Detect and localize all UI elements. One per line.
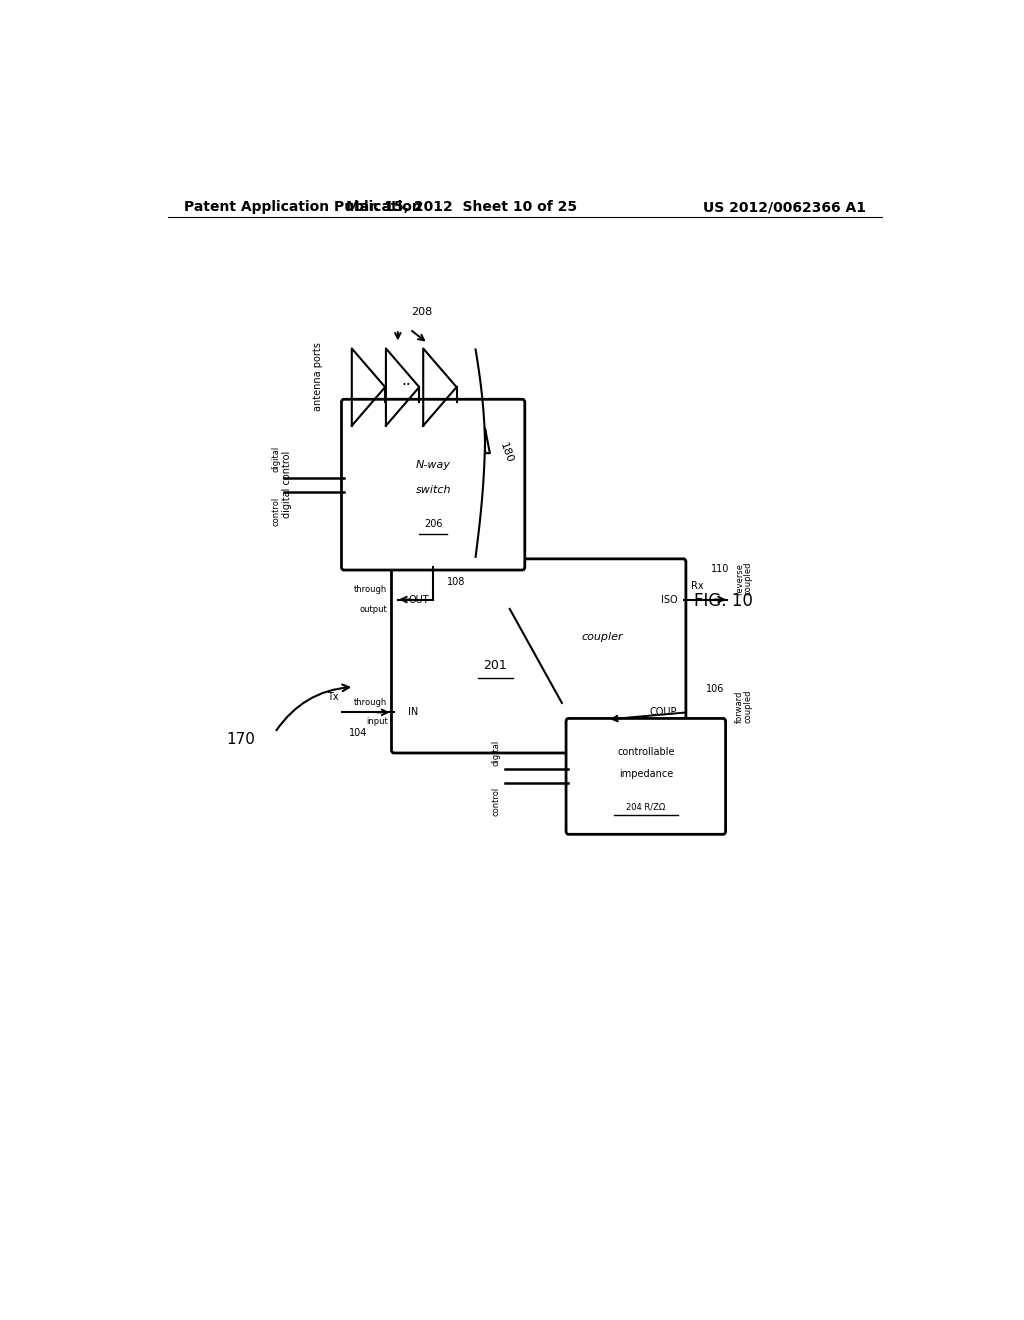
Text: 108: 108: [447, 577, 466, 587]
Text: 180: 180: [498, 441, 514, 465]
Text: FIG. 10: FIG. 10: [694, 591, 753, 610]
Text: 201: 201: [483, 659, 507, 672]
Text: control: control: [271, 496, 281, 527]
Text: 170: 170: [226, 733, 255, 747]
Text: OUT: OUT: [409, 594, 429, 605]
Text: impedance: impedance: [618, 770, 673, 779]
Text: through: through: [354, 698, 387, 708]
Text: input: input: [366, 718, 387, 726]
Text: 204 R/ZΩ: 204 R/ZΩ: [627, 803, 666, 812]
Text: output: output: [359, 605, 387, 614]
Text: Mar. 15, 2012  Sheet 10 of 25: Mar. 15, 2012 Sheet 10 of 25: [346, 201, 577, 214]
FancyBboxPatch shape: [566, 718, 726, 834]
Text: coupled: coupled: [743, 562, 752, 595]
Text: 110: 110: [712, 564, 730, 574]
Text: IN: IN: [409, 708, 419, 717]
Text: US 2012/0062366 A1: US 2012/0062366 A1: [703, 201, 866, 214]
Text: digital control: digital control: [282, 451, 292, 519]
Text: forward: forward: [735, 690, 744, 722]
Text: Tx: Tx: [327, 692, 338, 702]
Text: antenna ports: antenna ports: [313, 342, 324, 412]
Text: 206: 206: [424, 519, 442, 529]
Text: ··: ··: [400, 378, 411, 392]
Text: Rx: Rx: [691, 581, 705, 591]
Text: COUP: COUP: [649, 708, 677, 717]
Text: ISO: ISO: [660, 594, 677, 605]
Text: through: through: [354, 586, 387, 594]
Text: N-way: N-way: [416, 459, 451, 470]
Text: coupler: coupler: [582, 632, 624, 642]
FancyBboxPatch shape: [391, 558, 686, 752]
Text: digital: digital: [492, 741, 501, 766]
Text: 208: 208: [411, 308, 432, 317]
Text: controllable: controllable: [617, 747, 675, 758]
Text: coupled: coupled: [743, 689, 752, 722]
Text: digital: digital: [271, 446, 281, 473]
Text: 106: 106: [706, 684, 724, 694]
FancyBboxPatch shape: [341, 399, 524, 570]
Text: switch: switch: [416, 484, 451, 495]
Text: control: control: [492, 787, 501, 816]
Text: Patent Application Publication: Patent Application Publication: [183, 201, 421, 214]
Text: reverse: reverse: [735, 564, 744, 595]
Text: 104: 104: [349, 727, 368, 738]
